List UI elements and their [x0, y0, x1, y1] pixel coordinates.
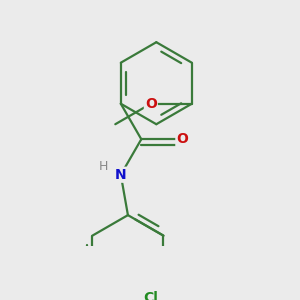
- Text: O: O: [145, 97, 157, 111]
- Text: Cl: Cl: [144, 291, 159, 300]
- Text: O: O: [176, 132, 188, 146]
- Text: N: N: [115, 168, 127, 182]
- Text: H: H: [99, 160, 108, 173]
